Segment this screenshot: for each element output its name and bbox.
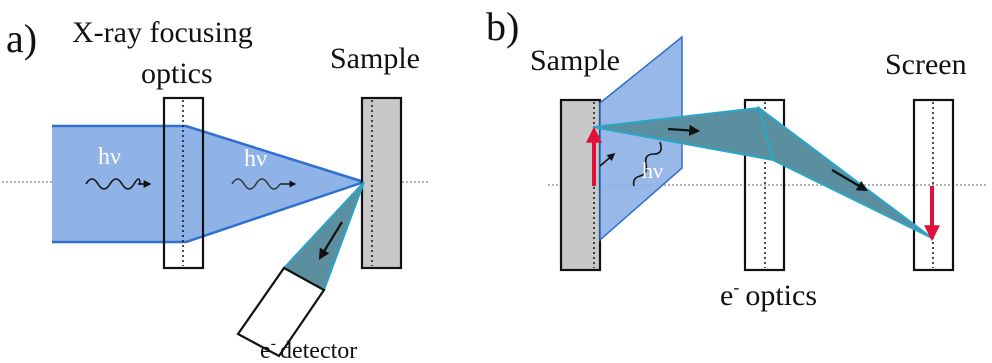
panel-a-xray-beam-parallel: [52, 126, 186, 242]
panel-b-screen-plate: [912, 98, 955, 272]
panel-a-sample-label: Sample: [330, 42, 420, 75]
panel-a-photon-wave-1: [85, 178, 141, 190]
panel-b-xray-plane: [599, 35, 683, 242]
panel-a-sample-plate: [360, 96, 403, 270]
panel-b-photon-wave-arrowhead: [599, 152, 616, 167]
panel-b-optics-label-text: optics: [745, 279, 817, 312]
panel-a-electron-arrow: [318, 221, 343, 260]
panel-b-sample-label: Sample: [530, 44, 620, 77]
panel-b-optics-label-e: e: [720, 279, 733, 312]
panel-b-electron-arrow-1: [667, 124, 701, 136]
panel-a-label: a): [6, 16, 37, 61]
panel-a-xray-beam-cone: [186, 126, 364, 242]
panel-a-detector-label: e-detector: [260, 335, 357, 363]
panel-b-screen-label: Screen: [885, 48, 967, 81]
panel-a-optics-title-line1: X-ray focusing: [72, 16, 253, 49]
panel-b-optics-label: e-optics: [720, 277, 817, 312]
panel-b-photon-wave: [632, 141, 662, 187]
panel-b-electron-arrow-2: [831, 169, 868, 192]
panel-a-focusing-optics-plate: [162, 96, 205, 270]
panel-a: a) X-ray focusing optics Sample hν hν e-…: [2, 16, 430, 363]
panel-a-photon-label-1: hν: [98, 144, 121, 170]
panel-a-detector-label-text: detector: [280, 338, 357, 363]
panel-a-beam-edge-bottom: [52, 180, 365, 244]
panel-a-beam-edge-top: [52, 124, 365, 184]
panel-b-optics-label-sup: -: [733, 277, 739, 297]
panel-a-photon-wave-2: [231, 178, 281, 190]
panel-a-optics-title-line2: optics: [141, 57, 213, 90]
panel-b-electron-optics-plate: [743, 98, 786, 272]
panel-a-photon-label-2: hν: [244, 146, 267, 172]
panel-a-electron-detector: [236, 266, 326, 358]
panel-b-electron-bundle-2: [757, 105, 933, 239]
panel-b: b) Sample Screen hν e-optics: [486, 4, 986, 312]
panel-a-detector-label-sup: -: [271, 335, 276, 352]
panel-a-detector-label-e: e: [260, 338, 271, 363]
panel-b-label: b): [486, 4, 519, 49]
panel-b-photon-label: hν: [642, 158, 663, 183]
